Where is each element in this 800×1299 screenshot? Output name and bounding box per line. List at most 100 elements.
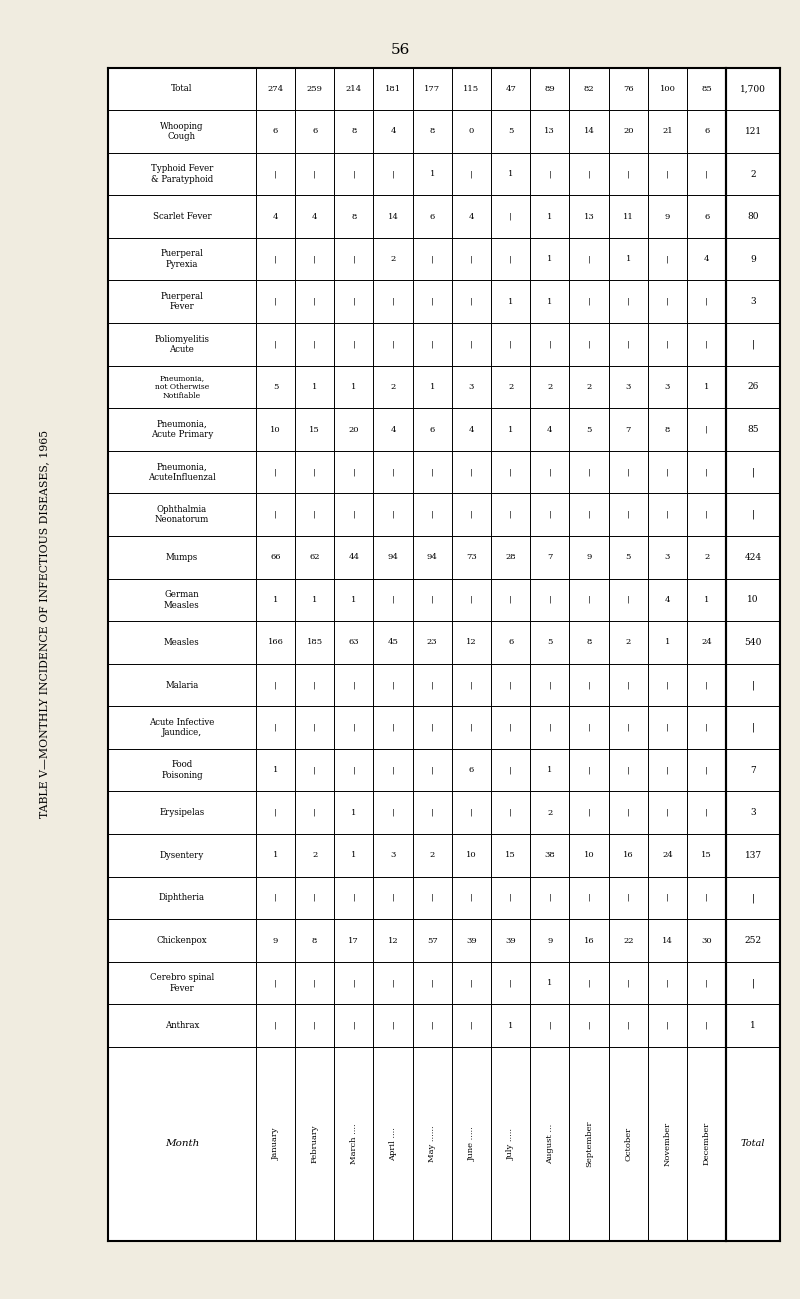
Text: |: | <box>353 979 355 987</box>
Text: |: | <box>627 681 630 688</box>
Text: |: | <box>588 979 590 987</box>
Text: |: | <box>588 297 590 305</box>
Text: 252: 252 <box>745 937 762 946</box>
Text: |: | <box>392 170 394 178</box>
Text: |: | <box>431 255 434 264</box>
Text: |: | <box>706 297 708 305</box>
Text: 3: 3 <box>665 553 670 561</box>
Text: |: | <box>549 681 551 688</box>
Text: 9: 9 <box>750 255 756 264</box>
Text: 7: 7 <box>626 426 631 434</box>
Text: |: | <box>392 596 394 604</box>
Text: |: | <box>588 809 590 817</box>
Text: Diphtheria: Diphtheria <box>159 894 205 903</box>
Text: 4: 4 <box>469 213 474 221</box>
Text: 1: 1 <box>273 766 278 774</box>
Text: 85: 85 <box>702 84 712 92</box>
Text: 39: 39 <box>466 937 477 944</box>
Text: 1: 1 <box>508 1022 514 1030</box>
Text: |: | <box>314 979 316 987</box>
Text: |: | <box>353 340 355 348</box>
Text: 259: 259 <box>306 84 322 92</box>
Text: 24: 24 <box>662 851 673 860</box>
Text: 4: 4 <box>469 426 474 434</box>
Text: |: | <box>274 468 277 477</box>
Text: |: | <box>752 681 754 690</box>
Text: |: | <box>431 766 434 774</box>
Text: |: | <box>470 1022 473 1030</box>
Text: TABLE V—MONTHLY INCIDENCE OF INFECTIOUS DISEASES, 1965: TABLE V—MONTHLY INCIDENCE OF INFECTIOUS … <box>39 430 49 817</box>
Text: |: | <box>549 1022 551 1030</box>
Text: 6: 6 <box>508 638 514 647</box>
Text: |: | <box>706 511 708 518</box>
Text: 6: 6 <box>704 213 710 221</box>
Text: 7: 7 <box>547 553 553 561</box>
Text: |: | <box>510 468 512 477</box>
Text: |: | <box>706 340 708 348</box>
Text: |: | <box>627 340 630 348</box>
Text: |: | <box>510 724 512 731</box>
Text: 1: 1 <box>430 383 435 391</box>
Text: |: | <box>274 255 277 264</box>
Text: |: | <box>752 894 754 903</box>
Text: 1: 1 <box>547 255 553 264</box>
Text: August ...: August ... <box>546 1124 554 1164</box>
Text: 540: 540 <box>745 638 762 647</box>
Text: 39: 39 <box>506 937 516 944</box>
Text: |: | <box>353 724 355 731</box>
Text: 22: 22 <box>623 937 634 944</box>
Text: 14: 14 <box>388 213 398 221</box>
Text: |: | <box>392 340 394 348</box>
Text: September: September <box>585 1121 593 1167</box>
Text: |: | <box>510 340 512 348</box>
Text: Mumps: Mumps <box>166 553 198 561</box>
Text: October: October <box>624 1126 632 1161</box>
Text: 100: 100 <box>659 84 675 92</box>
Text: 16: 16 <box>584 937 594 944</box>
Text: |: | <box>588 894 590 902</box>
Text: 1: 1 <box>704 383 710 391</box>
Text: 424: 424 <box>745 553 762 561</box>
Text: |: | <box>588 511 590 518</box>
Text: |: | <box>706 681 708 688</box>
Text: 8: 8 <box>312 937 318 944</box>
Text: |: | <box>392 1022 394 1030</box>
Text: |: | <box>510 511 512 518</box>
Text: |: | <box>274 809 277 817</box>
Text: 8: 8 <box>351 213 357 221</box>
Text: |: | <box>431 511 434 518</box>
Text: |: | <box>510 681 512 688</box>
Text: |: | <box>392 724 394 731</box>
Text: |: | <box>470 809 473 817</box>
Text: |: | <box>392 468 394 477</box>
Text: February: February <box>310 1125 318 1163</box>
Text: |: | <box>666 979 669 987</box>
Text: |: | <box>314 894 316 902</box>
Text: |: | <box>470 979 473 987</box>
Text: 185: 185 <box>306 638 322 647</box>
Text: 2: 2 <box>390 255 396 264</box>
Text: 6: 6 <box>430 426 435 434</box>
Text: |: | <box>588 724 590 731</box>
Text: 3: 3 <box>626 383 631 391</box>
Text: 2: 2 <box>586 383 592 391</box>
Text: |: | <box>706 170 708 178</box>
Text: |: | <box>314 766 316 774</box>
Text: March ....: March .... <box>350 1124 358 1164</box>
Text: |: | <box>706 809 708 817</box>
Text: |: | <box>706 979 708 987</box>
Text: |: | <box>431 1022 434 1030</box>
Text: 5: 5 <box>508 127 514 135</box>
Text: |: | <box>314 340 316 348</box>
Text: |: | <box>314 255 316 264</box>
Text: |: | <box>666 297 669 305</box>
Text: 1: 1 <box>351 596 357 604</box>
Text: 10: 10 <box>270 426 281 434</box>
Text: Anthrax: Anthrax <box>165 1021 199 1030</box>
Text: 56: 56 <box>390 43 410 57</box>
Text: |: | <box>314 1022 316 1030</box>
Text: June .....: June ..... <box>467 1126 475 1161</box>
Text: 6: 6 <box>704 127 710 135</box>
Text: |: | <box>510 894 512 902</box>
Text: |: | <box>274 170 277 178</box>
